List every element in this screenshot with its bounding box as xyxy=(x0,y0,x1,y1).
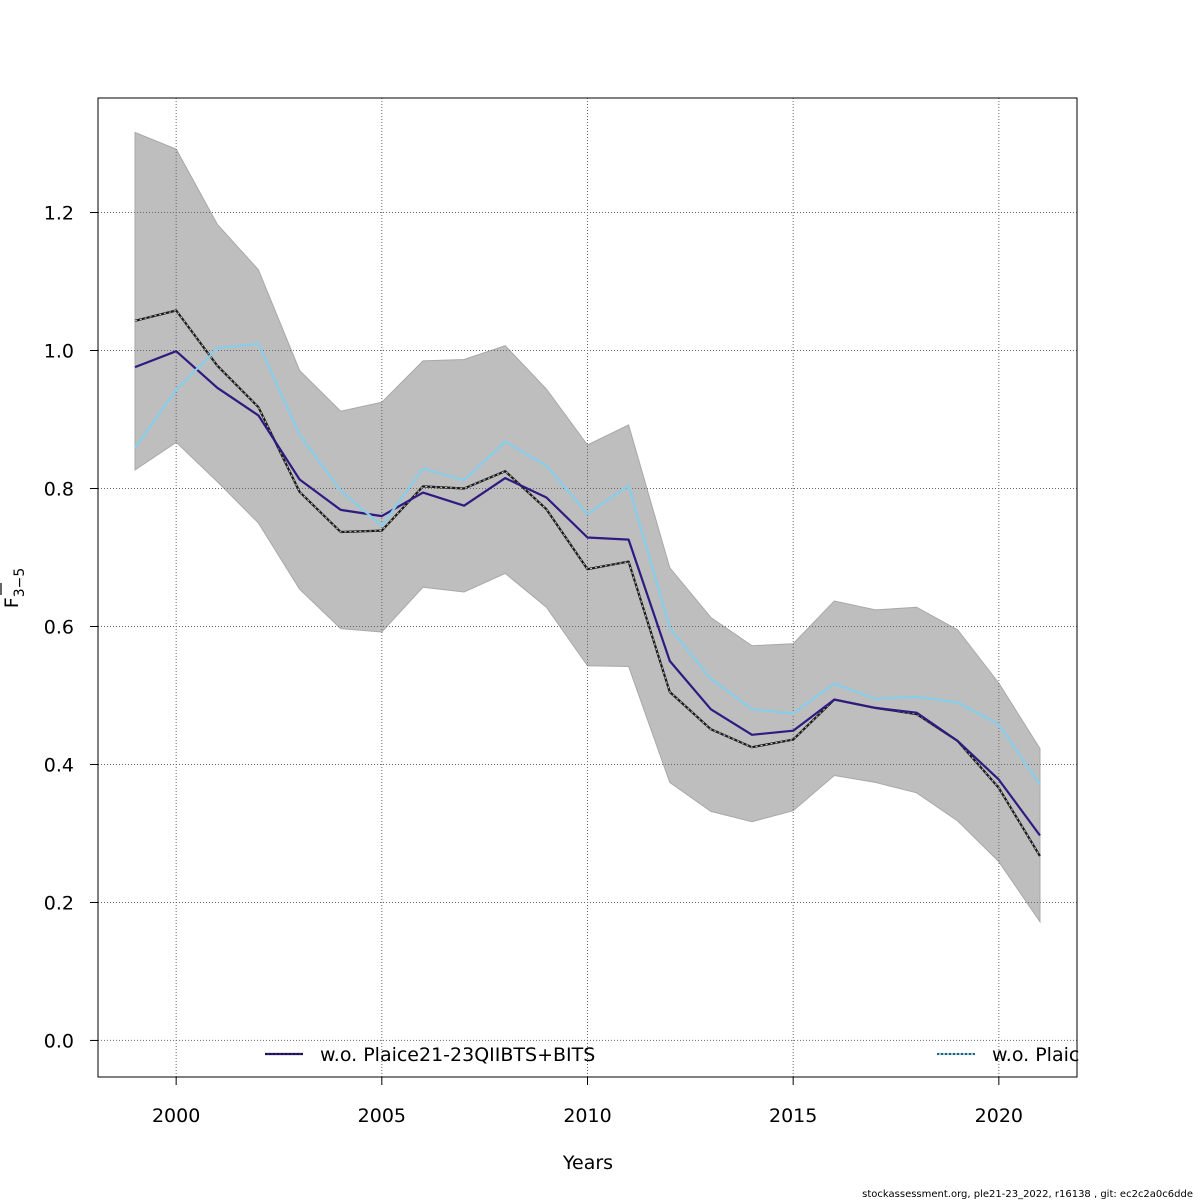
y-axis-title: F3−5 xyxy=(0,568,28,608)
svg-text:F3−5: F3−5 xyxy=(1,568,28,608)
legend-entry-2: w.o. Plaic xyxy=(937,1044,1079,1066)
legend: w.o. Plaice21-23QIIBTS+BITS w.o. Plaic xyxy=(265,1044,1079,1066)
x-tick-label-2020: 2020 xyxy=(975,1105,1023,1127)
y-tick-label-0.4: 0.4 xyxy=(44,754,74,776)
x-axis: 2000 2005 2010 2015 2020 xyxy=(152,1077,1023,1127)
x-axis-title: Years xyxy=(562,1152,613,1174)
y-tick-label-0.6: 0.6 xyxy=(44,616,74,638)
footer-credit: stockassessment.org, ple21-23_2022, r161… xyxy=(862,1189,1193,1200)
series-layer xyxy=(134,309,1041,857)
grid-layer xyxy=(98,98,1077,1077)
y-tick-label-0.8: 0.8 xyxy=(44,478,74,500)
y-axis-title-main: F xyxy=(1,597,23,608)
y-axis: 0.0 0.2 0.4 0.6 0.8 1.0 1.2 xyxy=(44,203,98,1052)
series-line-3 xyxy=(134,342,1041,786)
legend-label-2: w.o. Plaic xyxy=(992,1044,1079,1066)
y-tick-label-0.2: 0.2 xyxy=(44,892,74,914)
legend-entry-1: w.o. Plaice21-23QIIBTS+BITS xyxy=(265,1044,595,1066)
x-tick-label-2005: 2005 xyxy=(358,1105,406,1127)
x-tick-label-2015: 2015 xyxy=(769,1105,817,1127)
legend-label-1: w.o. Plaice21-23QIIBTS+BITS xyxy=(320,1044,595,1066)
y-tick-label-1.2: 1.2 xyxy=(44,203,74,225)
x-tick-label-2010: 2010 xyxy=(563,1105,611,1127)
series-line-2 xyxy=(134,350,1041,837)
y-tick-label-0: 0.0 xyxy=(44,1030,74,1052)
x-tick-label-2000: 2000 xyxy=(152,1105,200,1127)
y-axis-title-subscript: 3−5 xyxy=(12,568,28,598)
y-tick-label-1: 1.0 xyxy=(44,341,74,363)
